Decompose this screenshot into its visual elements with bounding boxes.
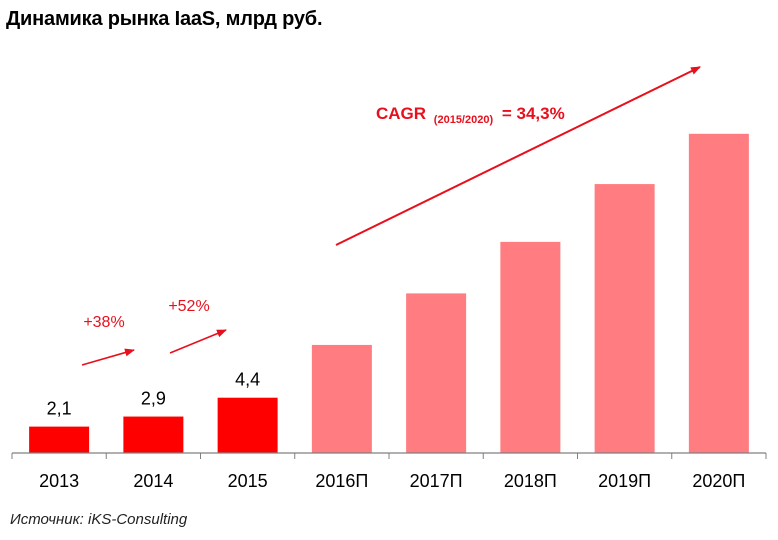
bar-2018П [500, 241, 561, 453]
tick-label-2017П: 2017П [410, 471, 463, 491]
chart-title: Динамика рынка IaaS, млрд руб. [6, 8, 323, 30]
data-label-2014: 2,9 [141, 389, 166, 409]
tick-label-2016П: 2016П [315, 471, 368, 491]
tick-label-2020П: 2020П [692, 471, 745, 491]
cagr-value: = 34,3% [502, 104, 565, 123]
growth-arrow-1 [81, 348, 135, 366]
source-note: Источник: iKS-Consulting [10, 511, 188, 528]
data-label-2015: 4,4 [235, 370, 260, 390]
cagr-arrow [335, 66, 701, 246]
cagr-main: CAGR [376, 104, 426, 123]
x-tick-labels: 2013 2014 2015 2016П 2017П 2018П 2019П 2020П [39, 471, 745, 491]
data-labels-group: 2,1 2,9 4,4 [47, 370, 261, 419]
tick-label-2013: 2013 [39, 471, 79, 491]
bar-2019П [594, 184, 655, 453]
cagr-period: (2015/2020) [434, 114, 494, 126]
growth-arrow-2 [169, 329, 227, 354]
growth-label-1: +38% [83, 314, 124, 331]
bars-group [29, 133, 749, 453]
bar-2017П [406, 293, 467, 453]
tick-label-2015: 2015 [228, 471, 268, 491]
tick-label-2014: 2014 [133, 471, 173, 491]
tick-label-2018П: 2018П [504, 471, 557, 491]
data-label-2013: 2,1 [47, 399, 72, 419]
bar-2020П [688, 133, 749, 453]
tick-label-2019П: 2019П [598, 471, 651, 491]
bar-2016П [311, 344, 372, 453]
cagr-label: CAGR (2015/2020) = 34,3% [376, 104, 565, 127]
growth-label-2: +52% [168, 298, 209, 315]
bar-2014 [123, 416, 184, 453]
bar-2015 [217, 397, 278, 453]
bar-2013 [29, 426, 90, 453]
chart-area: 2,12,94,4 2013 2014 2015 2016П 2017П 2018П 201… [11, 66, 767, 491]
x-axis [11, 452, 767, 459]
